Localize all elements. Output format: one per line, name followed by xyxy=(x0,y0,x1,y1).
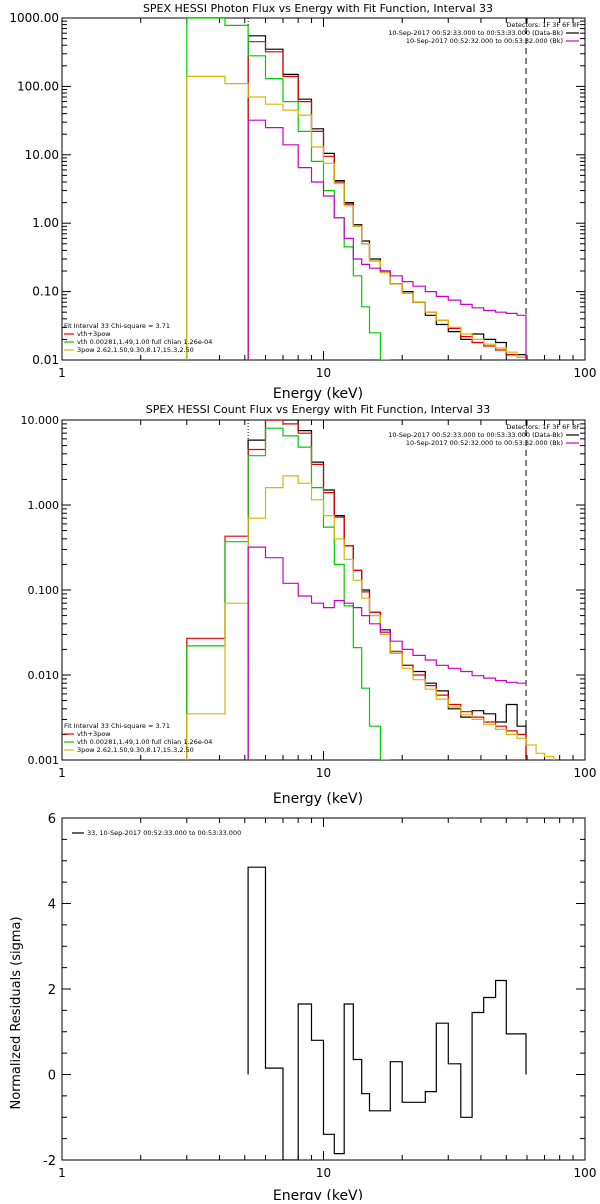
y-tick-label: 100.00 xyxy=(17,79,59,93)
legend-left-entry: vth+3pow xyxy=(77,330,111,338)
x-tick-label: 1 xyxy=(58,1166,66,1180)
x-tick-label: 100 xyxy=(574,1166,597,1180)
legend-left-entry: 3pow 2.62,1.50,9.30,8.17,15.3,2.50 xyxy=(77,746,194,754)
y-tick-label: 10.00 xyxy=(25,148,59,162)
series-group xyxy=(247,866,527,1160)
series-thermal xyxy=(186,427,391,760)
y-tick-label: 0.10 xyxy=(32,285,59,299)
x-tick-label: 100 xyxy=(574,766,597,780)
series-group xyxy=(186,18,527,360)
legend-left-entry: 3pow 2.62,1.50,9.30,8.17,15.3,2.50 xyxy=(77,346,194,354)
y-tick-label: 0.100 xyxy=(28,584,60,597)
y-tick-label: -2 xyxy=(43,1154,56,1169)
count-flux-xlabel: Energy (keV) xyxy=(273,791,363,807)
series-background xyxy=(247,119,527,360)
y-tick-label: 6 xyxy=(48,812,56,827)
x-tick-label: 1 xyxy=(58,366,66,380)
detectors-label: Detectors: 1F 3F 6F 8F xyxy=(506,423,580,431)
fit-info-header: Fit Interval 33 Chi-square = 3.71 xyxy=(64,722,170,730)
legend-right-entry: 10-Sep-2017 00:52:32.000 to 00:53:32.000… xyxy=(406,37,563,45)
y-tick-label: 0 xyxy=(48,1069,56,1084)
legend-right-entry: 10-Sep-2017 00:52:33.000 to 00:53:33.000… xyxy=(388,431,563,439)
y-tick-label: 0.010 xyxy=(28,669,60,682)
y-tick-label: 0.01 xyxy=(32,353,59,367)
series-residuals xyxy=(247,866,527,1160)
count-flux-title: SPEX HESSI Count Flux vs Energy with Fit… xyxy=(146,403,490,416)
residuals-xlabel: Energy (keV) xyxy=(273,1188,363,1200)
legend-left-entry: vth+3pow xyxy=(77,730,111,738)
series-group xyxy=(186,420,555,760)
x-tick-label: 100 xyxy=(574,366,597,380)
x-tick-label: 10 xyxy=(316,766,331,780)
y-tick-label: 2 xyxy=(48,983,56,998)
legend-right-entry: 10-Sep-2017 00:52:32.000 to 00:53:32.000… xyxy=(406,439,563,447)
photon-flux-xlabel: Energy (keV) xyxy=(273,386,363,402)
fit-info-header: Fit Interval 33 Chi-square = 3.71 xyxy=(64,322,170,330)
y-tick-label: 10.000 xyxy=(21,414,60,427)
count-flux-panel: SPEX HESSI Count Flux vs Energy with Fit… xyxy=(21,403,597,807)
legend-right-entry: 10-Sep-2017 00:52:33.000 to 00:53:33.000… xyxy=(388,29,563,37)
y-tick-label: 0.001 xyxy=(28,754,60,767)
legend-left-entry: vth 0.00281,1.49,1.00 full chian 1.26e-0… xyxy=(77,338,212,346)
series-power_law xyxy=(186,475,555,760)
x-tick-label: 10 xyxy=(316,366,331,380)
residuals-ylabel: Normalized Residuals (sigma) xyxy=(9,916,24,1109)
detectors-label: Detectors: 1F 3F 6F 8F xyxy=(506,21,580,29)
residuals-legend-entry: 33, 10-Sep-2017 00:52:33.000 to 00:53:33… xyxy=(87,829,241,837)
photon-flux-panel: SPEX HESSI Photon Flux vs Energy with Fi… xyxy=(9,2,596,402)
x-tick-label: 10 xyxy=(316,1166,331,1180)
series-background xyxy=(247,546,527,760)
legend-left-entry: vth 0.00281,1.49,1.00 full chian 1.26e-0… xyxy=(77,738,212,746)
photon-flux-title: SPEX HESSI Photon Flux vs Energy with Fi… xyxy=(143,2,493,15)
y-tick-label: 1.00 xyxy=(32,216,59,230)
y-tick-label: 1000.00 xyxy=(9,11,59,25)
y-tick-label: 4 xyxy=(48,898,56,913)
series-power_law xyxy=(186,75,527,360)
y-tick-label: 1.000 xyxy=(28,499,60,512)
x-tick-label: 1 xyxy=(58,766,66,780)
